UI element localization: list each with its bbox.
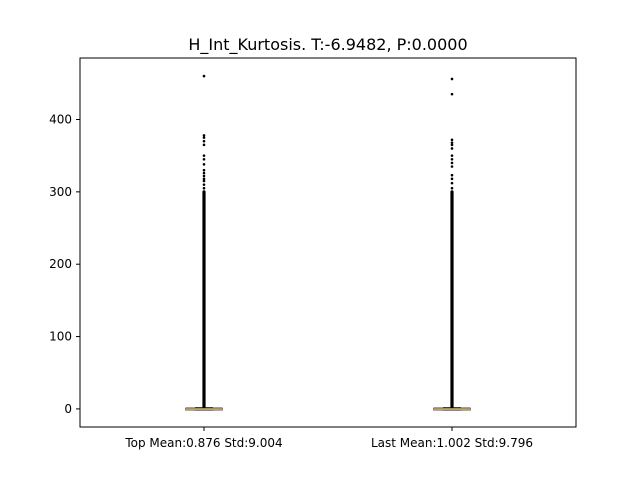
outlier-point xyxy=(202,168,206,172)
outlier-point xyxy=(202,186,206,190)
y-tick-label: 0 xyxy=(64,402,72,416)
outlier-point xyxy=(450,165,454,168)
outlier-point xyxy=(450,177,454,181)
outlier-point xyxy=(450,186,454,190)
outlier-point xyxy=(450,143,454,147)
outlier-point xyxy=(202,163,206,166)
x-tick-label: Top Mean:0.876 Std:9.004 xyxy=(124,436,282,450)
outlier-point xyxy=(202,143,206,147)
outlier-point xyxy=(450,161,454,165)
outlier-point xyxy=(450,92,454,96)
outlier-point xyxy=(202,157,206,161)
y-tick-label: 300 xyxy=(49,185,72,199)
outlier-point xyxy=(450,141,454,144)
plot-content xyxy=(185,74,471,411)
y-tick-label: 400 xyxy=(49,113,72,127)
outlier-point xyxy=(202,179,206,183)
outlier-point xyxy=(202,183,206,186)
outlier-point xyxy=(450,181,454,185)
box-group xyxy=(433,77,471,411)
outlier-point xyxy=(450,157,454,161)
outlier-point xyxy=(450,77,454,81)
y-tick-label: 200 xyxy=(49,257,72,271)
y-tick-label: 100 xyxy=(49,330,72,344)
outlier-point xyxy=(202,174,206,178)
outlier-point xyxy=(202,154,206,157)
outlier-point xyxy=(202,139,206,143)
outlier-point xyxy=(450,154,454,157)
outlier-point xyxy=(450,138,454,142)
outlier-point xyxy=(202,136,206,139)
outlier-point xyxy=(450,173,454,177)
outlier-point xyxy=(450,147,454,150)
outlier-point xyxy=(202,171,206,175)
x-tick-label: Last Mean:1.002 Std:9.796 xyxy=(371,436,533,450)
outlier-point xyxy=(202,134,206,137)
outlier-point xyxy=(202,177,206,181)
box-group xyxy=(185,74,223,411)
chart-title: H_Int_Kurtosis. T:-6.9482, P:0.0000 xyxy=(188,35,467,55)
outlier-point xyxy=(202,74,206,78)
plot-frame xyxy=(79,57,577,428)
x-axis: Top Mean:0.876 Std:9.004 Last Mean:1.002 … xyxy=(124,427,533,450)
y-axis: 0 100 200 300 400 xyxy=(49,113,80,416)
